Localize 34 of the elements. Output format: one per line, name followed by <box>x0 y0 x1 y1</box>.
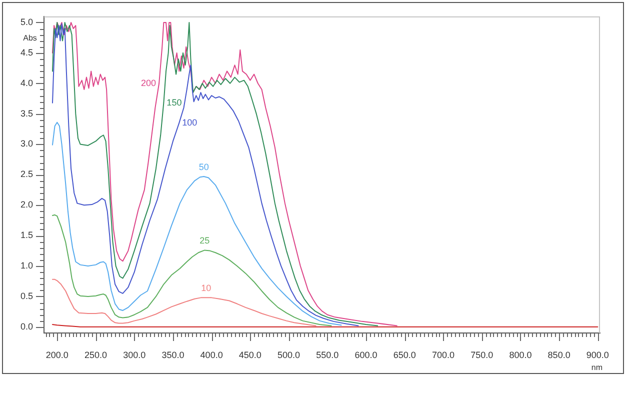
x-tick-label: 650.0 <box>393 350 416 360</box>
y-tick-label: 1.0 <box>20 260 33 271</box>
y-tick-label: 3.0 <box>20 138 33 149</box>
y-axis-title: Abs <box>23 34 37 43</box>
x-tick-label: 300.0 <box>123 350 146 360</box>
x-tick-label: 600.0 <box>354 350 378 360</box>
y-tick-label: 0.0 <box>20 321 33 332</box>
x-tick-label: 800.0 <box>509 350 532 360</box>
annotation: 50 <box>198 162 209 172</box>
annotation: 100 <box>182 117 198 128</box>
x-tick-label: 550.0 <box>316 350 339 360</box>
annotation: 150 <box>166 97 182 108</box>
y-tick-label: 0.5 <box>20 290 33 301</box>
annotation: 200 <box>141 78 156 88</box>
x-tick-label: 400.0 <box>200 350 223 360</box>
x-tick-label: 250.0 <box>84 350 108 360</box>
x-tick-label: 500.0 <box>278 350 300 360</box>
y-tick-label: 4.5 <box>20 47 33 58</box>
x-tick-label: 200.0 <box>46 350 68 360</box>
annotation: 10 <box>201 283 212 294</box>
x-tick-label: 700.0 <box>432 350 455 360</box>
y-tick-label: 2.0 <box>20 200 33 210</box>
y-tick-label: 4.0 <box>20 78 33 88</box>
y-tick-label: 3.5 <box>20 108 33 118</box>
annotation: 25 <box>200 236 210 246</box>
y-tick-label: 5.0 <box>20 16 33 27</box>
y-tick-label: 1.5 <box>20 230 33 240</box>
x-tick-label: 900.0 <box>586 350 609 360</box>
x-tick-label: 450.0 <box>238 350 262 360</box>
y-tick-label: 2.5 <box>20 169 33 180</box>
x-tick-label: 850.0 <box>548 350 570 360</box>
x-tick-label: 350.0 <box>162 350 184 360</box>
x-axis-title: nm <box>591 363 603 372</box>
x-tick-label: 750.0 <box>470 350 494 360</box>
